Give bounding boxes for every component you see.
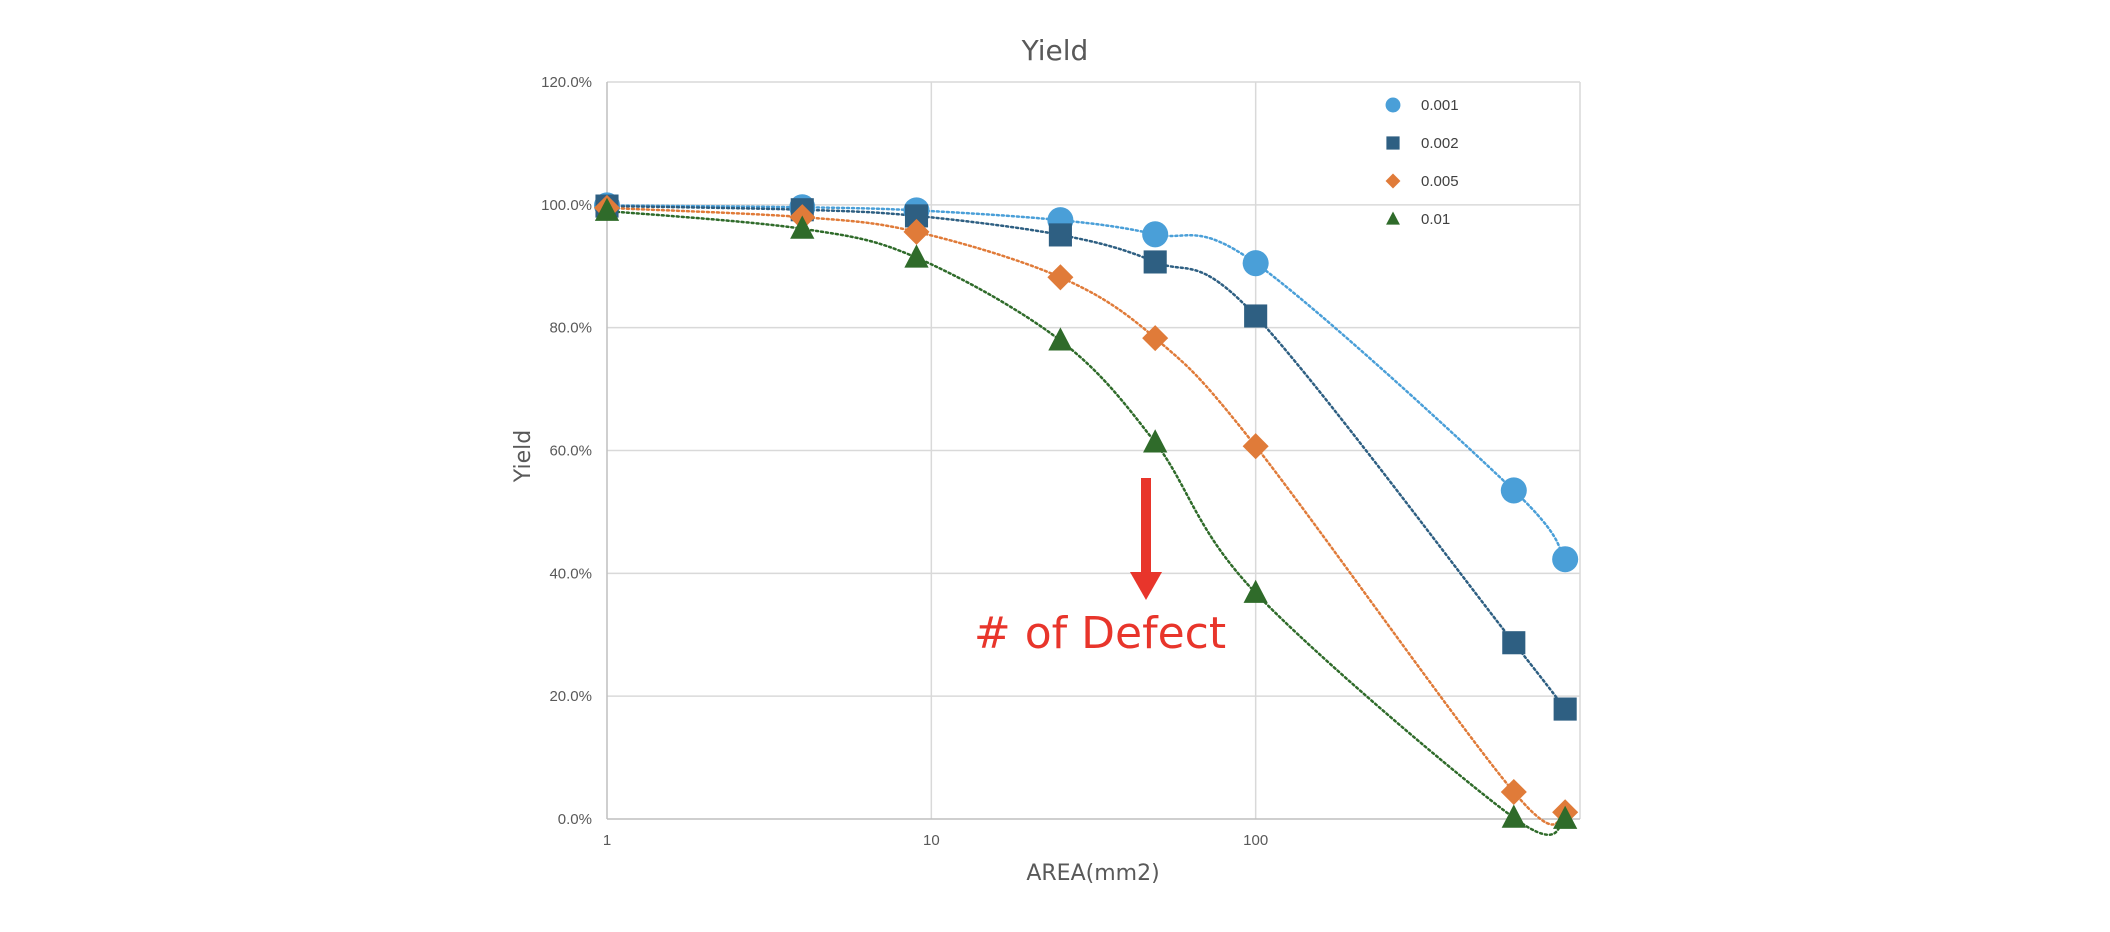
y-tick-label: 80.0% — [549, 320, 592, 337]
data-point-0.01 — [1553, 805, 1578, 829]
legend-label-0.002: 0.002 — [1421, 135, 1459, 152]
legend-label-0.005: 0.005 — [1421, 173, 1459, 190]
data-point-0.01 — [1501, 804, 1526, 828]
chart-title: Yield — [1021, 34, 1089, 67]
data-point-0.001 — [1142, 221, 1169, 248]
data-point-0.01 — [1243, 579, 1268, 603]
data-point-0.01 — [790, 215, 815, 239]
data-point-0.005 — [1142, 325, 1169, 352]
data-point-0.005 — [1242, 433, 1269, 460]
data-markers — [593, 192, 1579, 829]
x-tick-label: 10 — [923, 832, 940, 849]
x-tick-label: 100 — [1243, 832, 1268, 849]
data-point-0.005 — [903, 218, 930, 245]
legend-label-0.001: 0.001 — [1421, 97, 1459, 114]
data-point-0.005 — [1500, 778, 1527, 805]
data-point-0.001 — [1242, 250, 1269, 277]
y-tick-label: 0.0% — [558, 811, 592, 828]
grid — [607, 81, 1581, 819]
annotation-arrow — [1130, 478, 1162, 600]
trendline-0.005 — [605, 206, 1567, 826]
y-axis-title: Yield — [511, 430, 536, 483]
data-point-0.002 — [1143, 250, 1167, 274]
data-point-0.002 — [1502, 631, 1526, 655]
data-point-0.002 — [1553, 697, 1577, 721]
legend: 0.001 0.002 0.005 0.01 — [1385, 97, 1459, 228]
legend-marker-0.01 — [1386, 211, 1400, 225]
trendline-0.001 — [605, 204, 1567, 561]
data-point-0.01 — [594, 197, 620, 221]
data-point-0.01 — [904, 244, 929, 268]
y-tick-label: 60.0% — [549, 443, 592, 460]
trendlines — [605, 204, 1567, 836]
data-point-0.01 — [1048, 327, 1073, 351]
legend-label-0.01: 0.01 — [1421, 211, 1450, 228]
annotation-arrow-head — [1130, 572, 1162, 600]
data-point-0.002 — [904, 204, 929, 228]
y-tick-label: 20.0% — [549, 688, 592, 705]
x-tick-label: 1 — [603, 832, 611, 849]
data-point-0.002 — [1244, 304, 1268, 328]
y-tick-label: 100.0% — [541, 197, 592, 214]
data-point-0.002 — [1048, 223, 1072, 247]
y-tick-label: 120.0% — [541, 74, 592, 91]
x-axis-title: AREA(mm2) — [1026, 861, 1159, 886]
data-point-0.001 — [1500, 477, 1527, 504]
axes: 0.0% 20.0% 40.0% 60.0% 80.0% 100.0% 120.0% 1 10 1… — [541, 74, 1580, 849]
annotation-arrow-shaft — [1141, 478, 1151, 576]
y-tick-label: 40.0% — [549, 565, 592, 582]
data-point-0.001 — [1552, 546, 1579, 573]
legend-marker-0.002 — [1386, 136, 1400, 150]
trendline-0.01 — [605, 209, 1567, 836]
annotation-label: # of Defect — [974, 608, 1226, 659]
legend-marker-0.001 — [1385, 97, 1401, 113]
data-point-0.005 — [1047, 264, 1074, 291]
legend-marker-0.005 — [1385, 173, 1401, 189]
data-point-0.01 — [1143, 429, 1168, 453]
